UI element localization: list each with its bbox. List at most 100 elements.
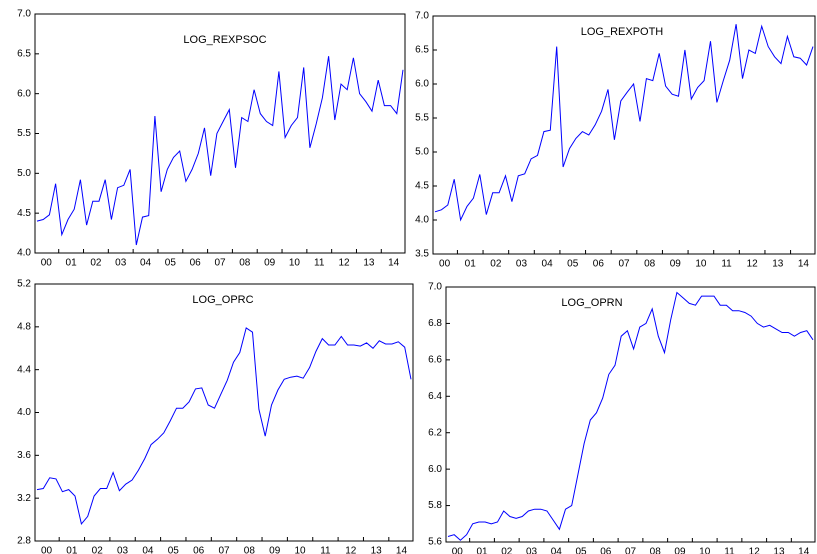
x-tick-label: 05 (567, 259, 579, 270)
x-tick-label: 04 (142, 546, 154, 554)
x-tick-label: 00 (452, 547, 464, 554)
x-tick-label: 13 (363, 258, 375, 269)
x-tick-label: 14 (798, 259, 810, 270)
plot-frame (432, 15, 816, 255)
y-tick-label: 4.0 (17, 407, 31, 418)
x-tick-label: 12 (345, 546, 357, 554)
x-tick-label: 07 (625, 547, 637, 554)
y-tick-label: 4.8 (17, 321, 31, 332)
x-tick-label: 14 (798, 547, 810, 554)
x-tick-label: 07 (618, 259, 630, 270)
x-tick-label: 09 (269, 546, 281, 554)
plot-frame (445, 286, 816, 543)
y-tick-label: 7.0 (428, 282, 442, 293)
y-tick-label: 2.8 (17, 536, 31, 547)
y-tick-label: 4.4 (17, 364, 31, 375)
x-tick-label: 09 (670, 259, 682, 270)
y-tick-label: 6.8 (428, 318, 442, 329)
x-tick-label: 13 (772, 259, 784, 270)
x-tick-label: 06 (600, 547, 612, 554)
x-tick-label: 00 (439, 259, 451, 270)
x-tick-label: 11 (320, 546, 331, 554)
chart-title: LOG_REXPOTH (581, 26, 664, 38)
x-tick-label: 10 (295, 546, 307, 554)
x-tick-label: 10 (289, 258, 301, 269)
y-tick-label: 5.2 (17, 279, 31, 290)
x-tick-label: 03 (516, 259, 528, 270)
x-tick-label: 08 (239, 258, 251, 269)
x-tick-label: 10 (699, 547, 711, 554)
x-tick-label: 05 (168, 546, 180, 554)
series-line (36, 56, 404, 246)
x-tick-label: 08 (644, 259, 656, 270)
x-tick-label: 05 (575, 547, 587, 554)
x-tick-label: 10 (695, 259, 707, 270)
y-tick-label: 6.6 (428, 354, 442, 365)
y-tick-label: 6.2 (428, 427, 442, 438)
y-tick-label: 6.0 (428, 464, 442, 475)
y-tick-label: 6.5 (17, 48, 31, 59)
y-tick-label: 4.5 (17, 208, 31, 219)
x-tick-label: 07 (214, 258, 226, 269)
chart-title: LOG_REXPSOC (183, 34, 266, 46)
x-tick-label: 13 (371, 546, 383, 554)
series-line (36, 327, 412, 525)
series-line (447, 291, 814, 541)
x-tick-label: 12 (747, 259, 759, 270)
x-tick-label: 11 (721, 259, 732, 270)
y-tick-label: 3.2 (17, 493, 31, 504)
y-tick-label: 6.0 (17, 88, 31, 99)
x-tick-label: 09 (264, 258, 276, 269)
x-tick-label: 04 (542, 259, 554, 270)
y-tick-label: 3.5 (415, 249, 429, 260)
y-tick-label: 4.0 (17, 248, 31, 259)
x-tick-label: 03 (526, 547, 538, 554)
x-tick-label: 02 (490, 259, 502, 270)
y-tick-label: 5.0 (415, 147, 429, 158)
x-tick-label: 11 (314, 258, 325, 269)
y-tick-label: 5.8 (428, 500, 442, 511)
x-tick-label: 01 (476, 547, 488, 554)
y-tick-label: 6.0 (415, 79, 429, 90)
y-tick-label: 4.0 (415, 215, 429, 226)
x-tick-label: 03 (117, 546, 129, 554)
x-tick-label: 13 (773, 547, 785, 554)
y-tick-label: 5.5 (415, 113, 429, 124)
x-tick-label: 04 (140, 258, 152, 269)
y-tick-label: 4.5 (415, 181, 429, 192)
x-tick-label: 05 (165, 258, 177, 269)
x-tick-label: 04 (551, 547, 563, 554)
x-tick-label: 00 (41, 546, 53, 554)
x-tick-label: 03 (115, 258, 127, 269)
x-tick-label: 08 (244, 546, 256, 554)
chart-title: LOG_OPRN (561, 297, 622, 309)
x-tick-label: 12 (339, 258, 351, 269)
y-tick-label: 5.0 (17, 168, 31, 179)
x-tick-label: 07 (218, 546, 230, 554)
plot-frame (34, 13, 406, 254)
series-line (434, 24, 814, 222)
x-tick-label: 00 (41, 258, 53, 269)
x-tick-label: 01 (465, 259, 477, 270)
x-tick-label: 06 (593, 259, 605, 270)
y-tick-label: 7.0 (415, 11, 429, 22)
chart-title: LOG_OPRC (192, 294, 253, 306)
x-tick-label: 09 (674, 547, 686, 554)
x-tick-label: 12 (749, 547, 761, 554)
y-tick-label: 7.0 (17, 9, 31, 20)
x-tick-label: 08 (650, 547, 662, 554)
x-tick-label: 06 (190, 258, 202, 269)
x-tick-label: 06 (193, 546, 205, 554)
x-tick-label: 02 (501, 547, 513, 554)
x-tick-label: 01 (66, 546, 78, 554)
x-tick-label: 14 (396, 546, 408, 554)
y-tick-label: 3.6 (17, 450, 31, 461)
y-tick-label: 6.5 (415, 45, 429, 56)
y-tick-label: 5.6 (428, 537, 442, 548)
x-tick-label: 02 (92, 546, 104, 554)
y-tick-label: 5.5 (17, 128, 31, 139)
y-tick-label: 6.4 (428, 391, 442, 402)
x-tick-label: 14 (388, 258, 400, 269)
x-tick-label: 01 (66, 258, 78, 269)
